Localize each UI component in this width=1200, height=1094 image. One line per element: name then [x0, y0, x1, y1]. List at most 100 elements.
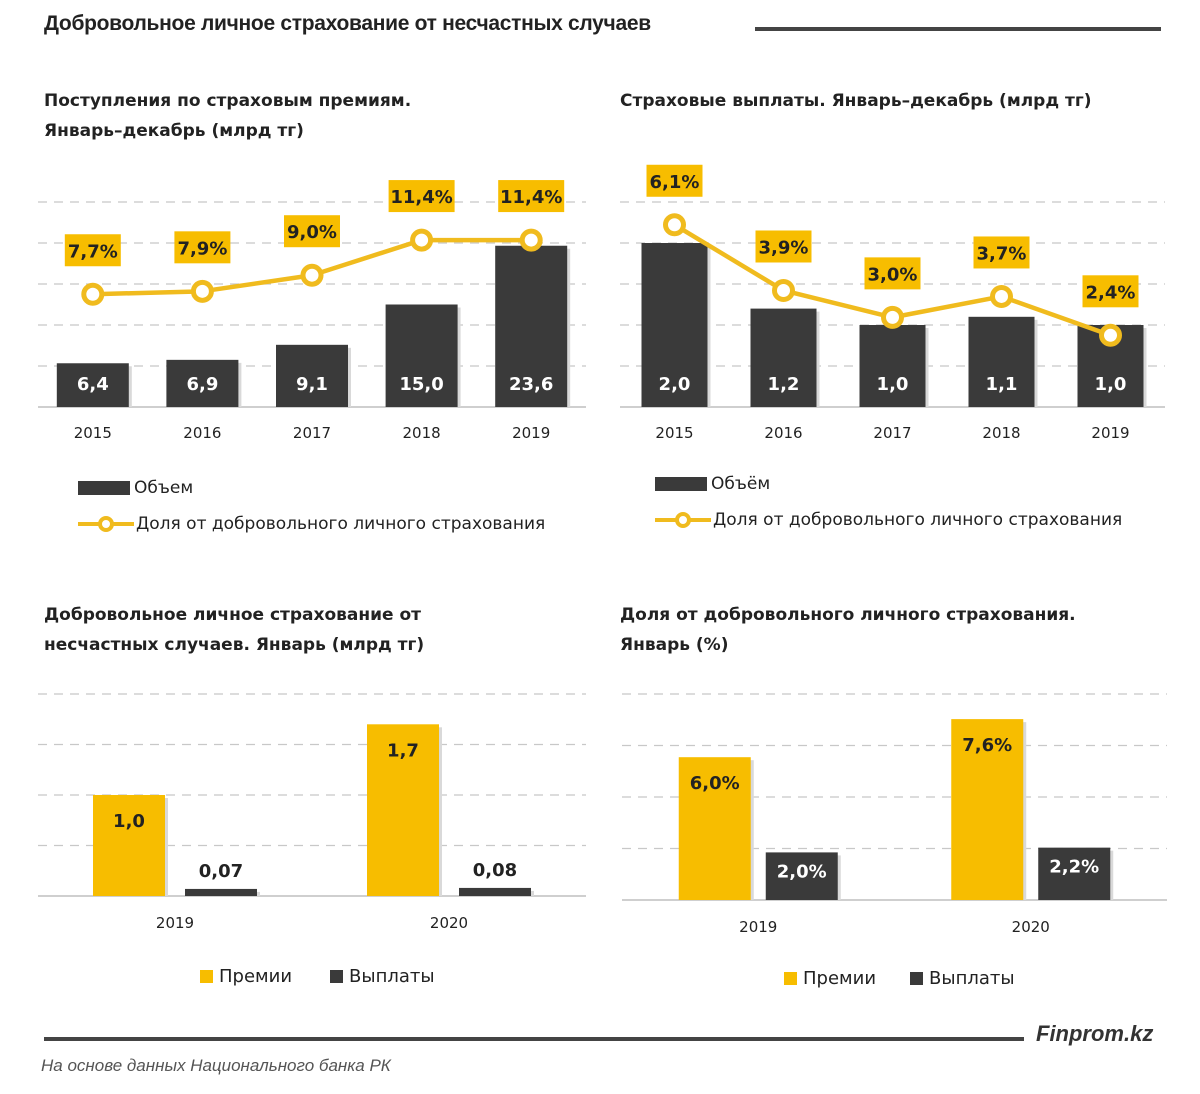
x-tick-label: 2016: [764, 424, 802, 442]
legend-item-volume: Объем: [78, 470, 545, 506]
bar-premiums: [93, 795, 165, 896]
share-label: 9,0%: [287, 222, 337, 243]
legend-january-volume: Премии Выплаты: [200, 966, 435, 987]
chart-january-share: 6,0% 2,0% 2019 7,6% 2,2% 2020: [622, 693, 1167, 936]
bar-value-label: 1,0: [1095, 374, 1127, 395]
share-label: 3,0%: [868, 264, 918, 285]
legend-swatch-payouts: [330, 970, 344, 983]
bar-value-label: 2,0: [659, 374, 691, 395]
share-label: 11,4%: [390, 187, 452, 208]
x-tick-label: 2016: [183, 424, 221, 442]
share-point: [81, 282, 105, 306]
legend-label: Доля от добровольного личного страховани…: [713, 510, 1123, 530]
chart-title-january-volume: Добровольное личное страхование от несча…: [44, 605, 425, 655]
bar: [750, 308, 817, 407]
bar: [641, 243, 708, 407]
source-note: На основе данных Национального банка РК: [41, 1056, 391, 1075]
share-label-box: [174, 231, 231, 264]
chart-title-premiums: Поступления по страховым премиям. Январь…: [44, 91, 412, 141]
x-tick-label: 2015: [655, 424, 693, 442]
x-tick-label: 2019: [512, 424, 550, 442]
bar-premiums: [367, 724, 439, 896]
bar-value-label: 23,6: [509, 374, 553, 395]
x-tick-label: 2018: [403, 424, 441, 442]
share-label: 2,4%: [1086, 282, 1136, 303]
x-tick-label: 2020: [430, 914, 468, 932]
share-label-box: [755, 230, 812, 263]
bar-value-label: 15,0: [399, 374, 443, 395]
share-point: [1099, 323, 1122, 347]
title-divider: [755, 27, 1161, 31]
bar-value-label: 0,08: [473, 860, 517, 881]
bar: [859, 325, 926, 407]
brand-logo: Finprom.kz: [1036, 1021, 1154, 1046]
bar: [385, 304, 458, 407]
x-tick-label: 2020: [1012, 918, 1050, 936]
footer-divider: [44, 1037, 1024, 1041]
bar: [56, 363, 129, 407]
legend-item-volume: Объём: [655, 466, 1122, 502]
legend-label: Выплаты: [349, 966, 435, 987]
legend-swatch-premiums: [784, 972, 797, 985]
bar-value-label: 1,7: [387, 740, 419, 761]
bar-payouts: [1038, 847, 1111, 900]
legend-label: Премии: [219, 966, 293, 987]
chart-title-january-share: Доля от добровольного личного страховани…: [620, 605, 1076, 655]
share-label-box: [864, 257, 921, 290]
bar-value-label: 2,2%: [1049, 857, 1099, 878]
share-point: [190, 279, 214, 303]
share-label-box: [646, 164, 703, 197]
share-label-box: [388, 180, 455, 213]
x-tick-label: 2019: [1091, 424, 1129, 442]
bar-value-label: 6,9: [186, 374, 218, 395]
share-point: [519, 228, 543, 252]
x-tick-label: 2019: [739, 918, 777, 936]
bar-value-label: 1,0: [113, 811, 145, 832]
legend-label: Доля от добровольного личного страховани…: [136, 514, 546, 534]
legend-swatch-payouts: [910, 972, 924, 985]
legend-label: Премии: [803, 968, 877, 989]
share-point: [410, 228, 434, 252]
share-point: [663, 213, 686, 237]
legend-premiums: Объем Доля от добровольного личного стра…: [78, 470, 545, 542]
share-label: 7,9%: [177, 238, 227, 259]
chart-premiums: 6,4 2015 6,9 2016 9,1 2017 15,0 2018 23,6 2019 7,7…: [38, 180, 586, 442]
share-label-box: [284, 215, 340, 248]
bar-value-label: 1,1: [986, 374, 1018, 395]
share-label-box: [973, 236, 1030, 269]
x-tick-label: 2015: [74, 424, 112, 442]
legend-swatch-line: [78, 515, 134, 533]
x-tick-label: 2017: [873, 424, 911, 442]
share-label-box: [64, 234, 121, 267]
legend-label: Объем: [134, 478, 194, 498]
bar-premiums: [678, 757, 751, 900]
share-point: [990, 284, 1013, 308]
legend-january-share: Премии Выплаты: [784, 968, 1015, 989]
legend-swatch-bar: [78, 481, 130, 495]
share-point: [300, 263, 324, 287]
legend-swatch-premiums: [200, 970, 213, 983]
share-label-box: [1082, 275, 1139, 308]
bar-value-label: 0,07: [199, 861, 243, 882]
share-label: 3,7%: [977, 243, 1027, 264]
legend-item-share: Доля от добровольного личного страховани…: [78, 506, 545, 542]
share-point: [881, 305, 904, 329]
share-label-box: [498, 180, 565, 213]
legend-label: Объём: [711, 474, 771, 494]
bar: [166, 359, 239, 407]
bar-payouts: [765, 852, 838, 900]
bar-value-label: 1,0: [877, 374, 909, 395]
bar: [495, 245, 568, 407]
bar-payouts: [459, 887, 531, 896]
share-label: 11,4%: [500, 187, 562, 208]
legend-payouts: Объём Доля от добровольного личного стра…: [655, 466, 1122, 538]
share-label: 7,7%: [68, 241, 118, 262]
bar-value-label: 7,6%: [962, 735, 1012, 756]
share-label: 3,9%: [759, 237, 809, 258]
bar-value-label: 2,0%: [777, 861, 827, 882]
bar: [276, 344, 348, 407]
chart-payouts: 2,0 2015 1,2 2016 1,0 2017 1,1 2018 1,0 2019 6,1% 3…: [620, 164, 1165, 442]
x-tick-label: 2019: [156, 914, 194, 932]
main-title: Добровольное личное страхование от несча…: [44, 12, 651, 35]
legend-swatch-line: [655, 511, 711, 529]
